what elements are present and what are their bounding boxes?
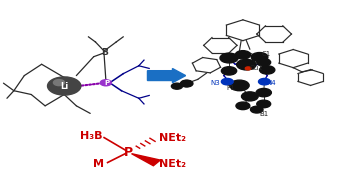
Circle shape: [181, 81, 192, 87]
Text: B1: B1: [260, 111, 269, 117]
Text: P1: P1: [227, 85, 235, 91]
Circle shape: [48, 77, 81, 95]
Circle shape: [53, 80, 65, 86]
Text: P: P: [104, 80, 109, 86]
Text: Li: Li: [60, 82, 68, 91]
Circle shape: [100, 80, 111, 86]
Circle shape: [259, 78, 270, 85]
Polygon shape: [132, 154, 160, 166]
Text: C1: C1: [262, 51, 271, 57]
FancyArrow shape: [147, 69, 186, 83]
Ellipse shape: [251, 106, 263, 113]
Text: NEt₂: NEt₂: [159, 133, 186, 143]
Ellipse shape: [257, 100, 271, 108]
Ellipse shape: [236, 102, 250, 110]
Text: M: M: [93, 160, 104, 169]
Ellipse shape: [242, 92, 258, 101]
Text: P: P: [124, 146, 133, 159]
Text: N4: N4: [266, 80, 276, 86]
Ellipse shape: [256, 88, 271, 97]
Ellipse shape: [220, 53, 238, 63]
Text: B: B: [101, 48, 108, 57]
Text: N3: N3: [210, 80, 220, 86]
Ellipse shape: [171, 83, 183, 89]
Circle shape: [245, 67, 251, 70]
Ellipse shape: [221, 67, 237, 75]
Ellipse shape: [230, 80, 249, 91]
Ellipse shape: [260, 66, 275, 74]
Text: NEt₂: NEt₂: [159, 160, 186, 169]
Ellipse shape: [235, 51, 251, 59]
Ellipse shape: [251, 53, 268, 62]
Ellipse shape: [237, 59, 256, 70]
Ellipse shape: [180, 80, 193, 87]
Circle shape: [221, 78, 233, 85]
Text: H₃B: H₃B: [80, 131, 102, 141]
Text: Cu1: Cu1: [249, 65, 263, 71]
Ellipse shape: [257, 59, 271, 66]
